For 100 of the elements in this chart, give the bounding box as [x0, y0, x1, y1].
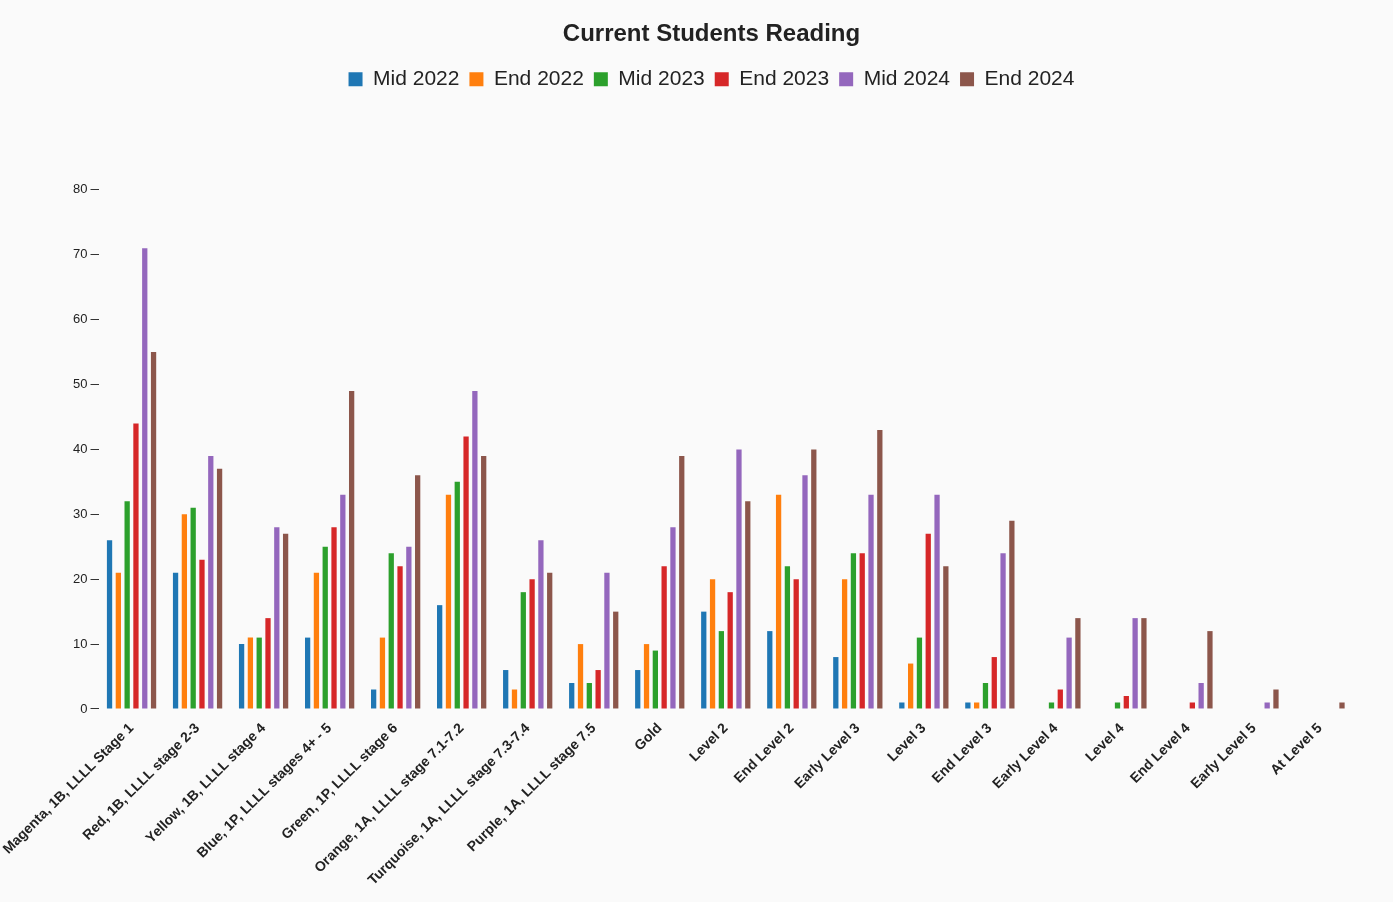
bar: [397, 566, 403, 709]
legend-label: End 2023: [739, 66, 830, 90]
bar: [775, 494, 782, 709]
legend-label: Mid 2022: [373, 66, 460, 90]
bar: [652, 650, 658, 709]
y-tick-label: 10: [73, 635, 88, 651]
bar: [1048, 702, 1055, 709]
bar: [965, 702, 971, 709]
bar: [274, 527, 280, 709]
bar: [899, 702, 905, 709]
bar: [265, 618, 271, 709]
y-tick-label: 20: [73, 570, 88, 586]
bar: [974, 702, 980, 709]
bar: [943, 566, 949, 709]
bar: [208, 455, 214, 709]
bar: [916, 637, 923, 709]
bar: [172, 572, 179, 709]
bar: [379, 637, 386, 709]
bar: [340, 494, 346, 709]
bar: [124, 501, 130, 709]
bar: [868, 494, 874, 709]
bar: [859, 553, 865, 709]
bar: [348, 390, 355, 709]
bar: [371, 689, 377, 709]
bar: [670, 527, 676, 709]
bar: [190, 507, 196, 709]
bar: [577, 644, 584, 709]
bar: [784, 566, 791, 709]
bar: [736, 449, 742, 709]
y-tick-label: 60: [73, 311, 88, 327]
y-tick-label: 40: [73, 440, 88, 456]
bar: [982, 683, 989, 709]
bar: [934, 494, 940, 709]
bar: [701, 611, 707, 709]
bar: [991, 657, 997, 709]
y-tick-label: 70: [73, 246, 88, 262]
legend-label: Mid 2024: [863, 66, 951, 90]
bar: [133, 423, 139, 709]
chart-title: Current Students Reading: [562, 19, 861, 47]
bar: [718, 631, 725, 709]
bar: [181, 514, 188, 709]
bar: [199, 559, 205, 709]
bar: [1189, 702, 1195, 709]
bar: [282, 533, 289, 709]
bar: [106, 540, 113, 709]
bar: [1066, 637, 1072, 709]
bar: [454, 481, 460, 709]
bar: [908, 663, 914, 709]
bar: [1207, 631, 1213, 709]
bar: [115, 572, 121, 709]
bar: [569, 683, 575, 709]
bar: [613, 611, 619, 709]
bar: [520, 592, 526, 709]
y-tick-label: 0: [80, 700, 88, 716]
bar: [445, 494, 452, 709]
bar: [511, 689, 518, 709]
bar: [1141, 618, 1147, 709]
bar: [604, 572, 610, 709]
bar: [238, 644, 245, 709]
bar: [1339, 702, 1345, 709]
bar: [1123, 696, 1129, 709]
bar: [767, 631, 773, 709]
bar: [661, 566, 667, 709]
bar: [547, 572, 553, 709]
bar: [388, 553, 394, 709]
bar: [1009, 520, 1015, 709]
bar: [1132, 618, 1138, 709]
bar: [529, 579, 535, 709]
bar: [1000, 553, 1006, 709]
bar: [313, 572, 320, 709]
bar: [322, 546, 328, 709]
bar: [1264, 702, 1270, 709]
bar: [1273, 689, 1279, 709]
bar: [793, 579, 799, 709]
bar: [745, 501, 751, 709]
bar: [1198, 683, 1204, 709]
bar: [1114, 702, 1121, 709]
bar: [643, 644, 650, 709]
legend-label: End 2024: [984, 66, 1075, 90]
bar: [1075, 618, 1081, 709]
bar: [925, 533, 931, 709]
bar: [331, 527, 337, 709]
bar: [538, 540, 544, 709]
bar: [142, 248, 148, 709]
bar: [850, 553, 857, 709]
bar: [802, 475, 808, 709]
bar: [727, 592, 733, 709]
bar: [216, 468, 223, 709]
bar: [304, 637, 311, 709]
bar: [709, 579, 716, 709]
y-tick-label: 80: [73, 181, 88, 197]
bar: [247, 637, 254, 709]
bar: [841, 579, 848, 709]
bar: [463, 436, 469, 709]
bar: [679, 455, 685, 709]
bar: [481, 455, 487, 709]
bar: [1057, 689, 1063, 709]
bar: [150, 352, 157, 709]
bar: [503, 670, 509, 709]
legend-label: Mid 2023: [618, 66, 705, 90]
